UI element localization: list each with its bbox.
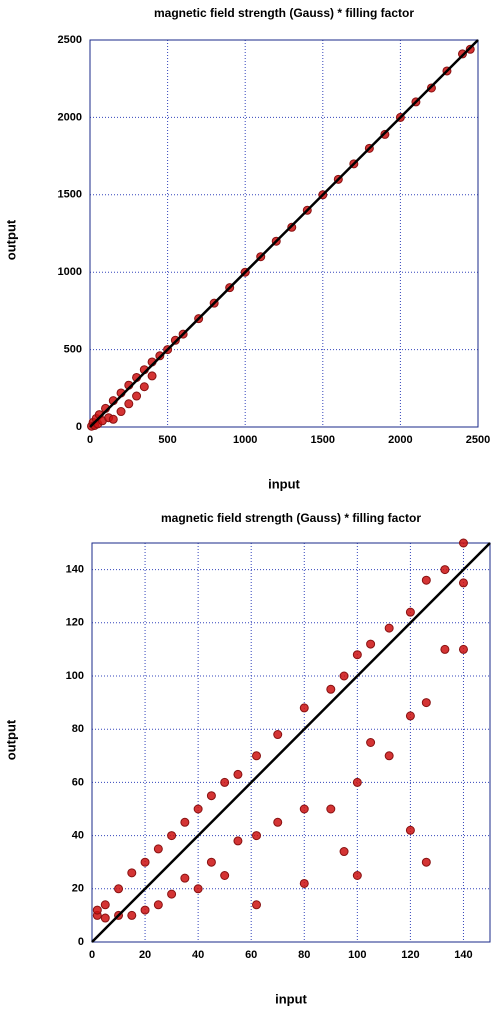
point [440, 565, 450, 575]
point [299, 703, 309, 713]
point [352, 871, 362, 880]
point [220, 871, 230, 880]
point [167, 889, 177, 899]
point [127, 910, 137, 920]
point [124, 399, 134, 409]
y-tick-label: 60 [72, 776, 84, 788]
y-tick-label: 40 [72, 830, 84, 842]
reference-line [91, 542, 491, 943]
point [421, 698, 431, 708]
point [339, 671, 349, 681]
x-tick-label: 0 [87, 434, 93, 446]
x-tick-label: 2500 [466, 434, 490, 446]
point [384, 751, 394, 761]
point [116, 407, 126, 417]
point [299, 804, 309, 814]
point [458, 578, 468, 588]
point [108, 414, 118, 424]
x-tick-label: 40 [192, 949, 204, 961]
point [299, 878, 309, 888]
x-axis-label: input [268, 476, 300, 491]
point [405, 607, 415, 617]
point [273, 730, 283, 740]
point [458, 644, 468, 654]
point [180, 817, 190, 827]
y-tick-label: 0 [78, 936, 84, 948]
x-tick-label: 20 [139, 949, 151, 961]
point [114, 884, 124, 894]
y-tick-label: 140 [66, 564, 84, 576]
point [220, 777, 230, 787]
point [193, 884, 203, 894]
point [326, 684, 336, 694]
y-tick-label: 20 [72, 883, 84, 895]
x-tick-label: 100 [348, 949, 366, 961]
x-tick-label: 140 [454, 949, 472, 961]
point [132, 391, 142, 401]
point [100, 913, 110, 923]
x-tick-label: 1500 [311, 434, 335, 446]
point [206, 791, 216, 801]
x-tick-label: 60 [245, 949, 257, 961]
point [233, 836, 243, 846]
point [421, 857, 431, 867]
point [233, 769, 243, 779]
chart-title: magnetic field strength (Gauss) * fillin… [161, 511, 421, 525]
y-tick-label: 120 [66, 617, 84, 629]
y-tick-label: 1500 [58, 189, 82, 201]
point [206, 857, 216, 867]
point [147, 371, 157, 381]
chart-title: magnetic field strength (Gauss) * fillin… [154, 6, 414, 20]
x-tick-label: 120 [401, 949, 419, 961]
reference-line [89, 39, 479, 428]
point [366, 639, 376, 649]
x-tick-label: 500 [158, 434, 176, 446]
x-tick-label: 2000 [388, 434, 412, 446]
point [421, 575, 431, 585]
point [252, 900, 262, 910]
point [352, 777, 362, 787]
x-axis-label: input [275, 991, 307, 1006]
point [458, 538, 468, 548]
x-tick-label: 80 [298, 949, 310, 961]
point [92, 905, 102, 915]
point [366, 738, 376, 747]
point [180, 873, 190, 883]
point [100, 900, 110, 910]
y-axis-label: output [3, 219, 18, 260]
point [140, 857, 150, 867]
point [384, 623, 394, 633]
point [405, 825, 415, 835]
point [352, 650, 362, 660]
y-tick-label: 100 [66, 670, 84, 682]
point [167, 831, 177, 841]
point [273, 817, 283, 827]
point [153, 900, 163, 910]
point [339, 847, 349, 857]
point [405, 711, 415, 721]
point [252, 831, 262, 841]
point [153, 844, 163, 854]
point [127, 868, 137, 878]
point [326, 804, 336, 814]
y-tick-label: 2000 [58, 111, 82, 123]
y-tick-label: 0 [76, 421, 82, 433]
plot-frame [89, 39, 479, 428]
y-tick-label: 80 [72, 723, 84, 735]
point [440, 644, 450, 654]
x-tick-label: 1000 [233, 434, 257, 446]
y-axis-label: output [3, 719, 18, 760]
plot-frame [91, 542, 491, 943]
point [139, 382, 149, 392]
point [140, 905, 150, 915]
y-tick-label: 500 [64, 344, 82, 356]
x-tick-label: 0 [89, 949, 95, 961]
point [193, 804, 203, 814]
point [252, 751, 262, 761]
y-tick-label: 2500 [58, 34, 82, 46]
y-tick-label: 1000 [58, 266, 82, 278]
